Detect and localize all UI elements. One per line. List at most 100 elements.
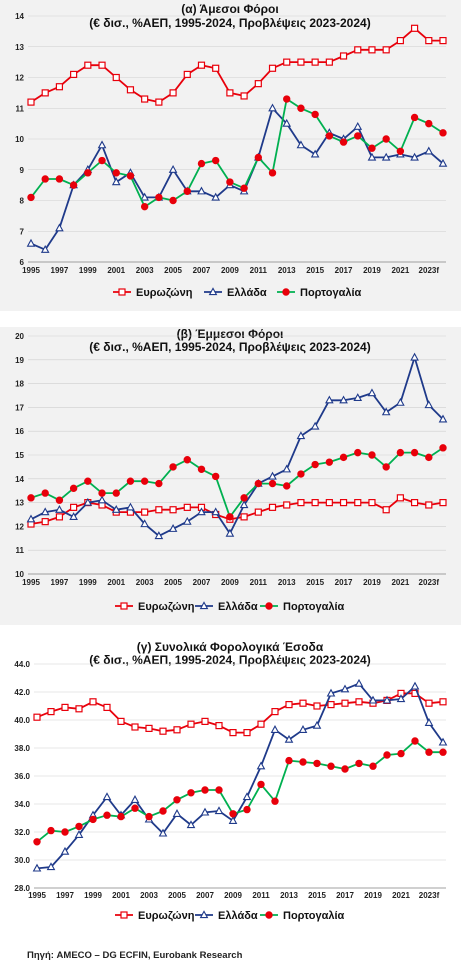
x-tick-label: 2023f [419, 578, 440, 587]
y-tick-label: 30.0 [14, 856, 30, 865]
x-tick-label: 2021 [391, 578, 409, 587]
data-point-eurozone [425, 501, 433, 509]
data-point-greece [200, 807, 210, 816]
legend-marker-portugal [265, 911, 273, 919]
data-point-greece [410, 152, 419, 161]
data-point-greece [410, 352, 419, 361]
legend-marker-eurozone [120, 602, 128, 610]
legend-marker-portugal [265, 602, 273, 610]
data-point-eurozone [155, 98, 163, 106]
data-point-greece [438, 414, 448, 423]
data-point-greece [310, 421, 320, 430]
x-tick-label: 2001 [107, 266, 125, 275]
legend-label-greece: Ελλάδα [218, 910, 258, 922]
data-point-portugal [98, 489, 106, 497]
data-point-greece [40, 244, 50, 253]
data-point-eurozone [368, 499, 376, 507]
x-tick-label: 2015 [306, 266, 324, 275]
x-tick-label: 2017 [336, 891, 354, 900]
data-point-greece [367, 388, 377, 397]
data-point-portugal [271, 797, 279, 805]
x-tick-label: 2001 [107, 578, 125, 587]
legend-label-portugal: Πορτογαλία [300, 287, 362, 299]
x-tick-label: 1995 [22, 266, 40, 275]
data-point-greece [268, 471, 277, 480]
data-point-eurozone [169, 89, 177, 97]
data-point-portugal [268, 169, 277, 177]
data-point-greece [424, 146, 434, 155]
panel-b-background [0, 327, 461, 625]
data-point-eurozone [268, 503, 277, 511]
data-point-greece [325, 395, 334, 404]
x-tick-label: 2021 [392, 891, 410, 900]
x-tick-label: 2003 [136, 266, 154, 275]
data-point-eurozone [197, 61, 206, 69]
data-point-portugal [159, 807, 167, 815]
data-point-greece [382, 695, 392, 704]
data-point-greece [130, 795, 140, 803]
data-point-eurozone [117, 717, 125, 726]
data-point-greece [339, 395, 348, 404]
data-point-portugal [410, 113, 419, 122]
data-point-portugal [112, 489, 120, 497]
x-tick-label: 2007 [196, 891, 214, 900]
data-point-portugal [33, 838, 41, 846]
data-point-eurozone [439, 499, 447, 507]
legend-marker-portugal [282, 288, 290, 296]
data-point-portugal [173, 796, 181, 804]
data-point-portugal [155, 193, 163, 202]
data-point-greece [424, 400, 434, 409]
data-point-portugal [140, 202, 149, 211]
x-tick-label: 1995 [22, 578, 40, 587]
y-tick-label: 16 [15, 427, 24, 436]
y-tick-label: 18 [15, 380, 24, 389]
x-tick-label: 2005 [164, 266, 182, 275]
data-point-greece [438, 737, 448, 746]
data-point-portugal [187, 789, 195, 797]
data-point-portugal [341, 765, 349, 773]
data-point-portugal [41, 175, 49, 183]
data-point-portugal [254, 479, 263, 488]
data-point-portugal [355, 759, 363, 768]
chart-subtitle: (€ δισ., %ΑΕΠ, 1995-2024, Προβλέψεις 202… [89, 340, 370, 354]
y-tick-label: 17 [15, 403, 24, 412]
series-line-portugal [30, 98, 444, 208]
data-point-greece [69, 512, 78, 521]
data-point-portugal [69, 181, 78, 189]
y-tick-label: 6 [20, 258, 25, 267]
data-point-greece [197, 507, 206, 516]
data-point-greece [168, 165, 178, 173]
data-point-eurozone [311, 58, 319, 66]
data-point-eurozone [410, 24, 419, 32]
data-point-eurozone [410, 499, 419, 507]
data-point-portugal [197, 159, 206, 168]
y-tick-label: 28.0 [14, 884, 30, 893]
data-point-eurozone [439, 698, 447, 706]
data-point-portugal [425, 119, 433, 128]
data-point-eurozone [354, 46, 362, 54]
data-point-greece [239, 500, 249, 509]
x-tick-label: 2005 [164, 578, 182, 587]
legend-label-greece: Ελλάδα [227, 287, 267, 299]
data-point-greece [83, 497, 93, 506]
data-point-eurozone [325, 499, 333, 507]
legend-label-portugal: Πορτογαλία [283, 910, 345, 922]
data-point-portugal [425, 748, 433, 756]
data-point-greece [126, 502, 135, 511]
data-point-eurozone [243, 728, 251, 737]
data-point-portugal [155, 479, 163, 488]
data-point-greece [111, 177, 121, 186]
x-tick-label: 1997 [51, 578, 69, 587]
y-tick-label: 19 [15, 356, 24, 365]
data-point-greece [282, 464, 292, 473]
data-point-greece [197, 186, 206, 195]
data-point-portugal [313, 759, 321, 768]
data-point-portugal [197, 465, 206, 473]
data-point-portugal [183, 187, 191, 195]
data-point-eurozone [169, 506, 177, 514]
y-tick-label: 8 [20, 197, 25, 206]
data-point-greece [381, 407, 391, 416]
y-tick-label: 34.0 [14, 800, 30, 809]
data-point-portugal [297, 104, 305, 112]
data-point-eurozone [368, 46, 376, 54]
